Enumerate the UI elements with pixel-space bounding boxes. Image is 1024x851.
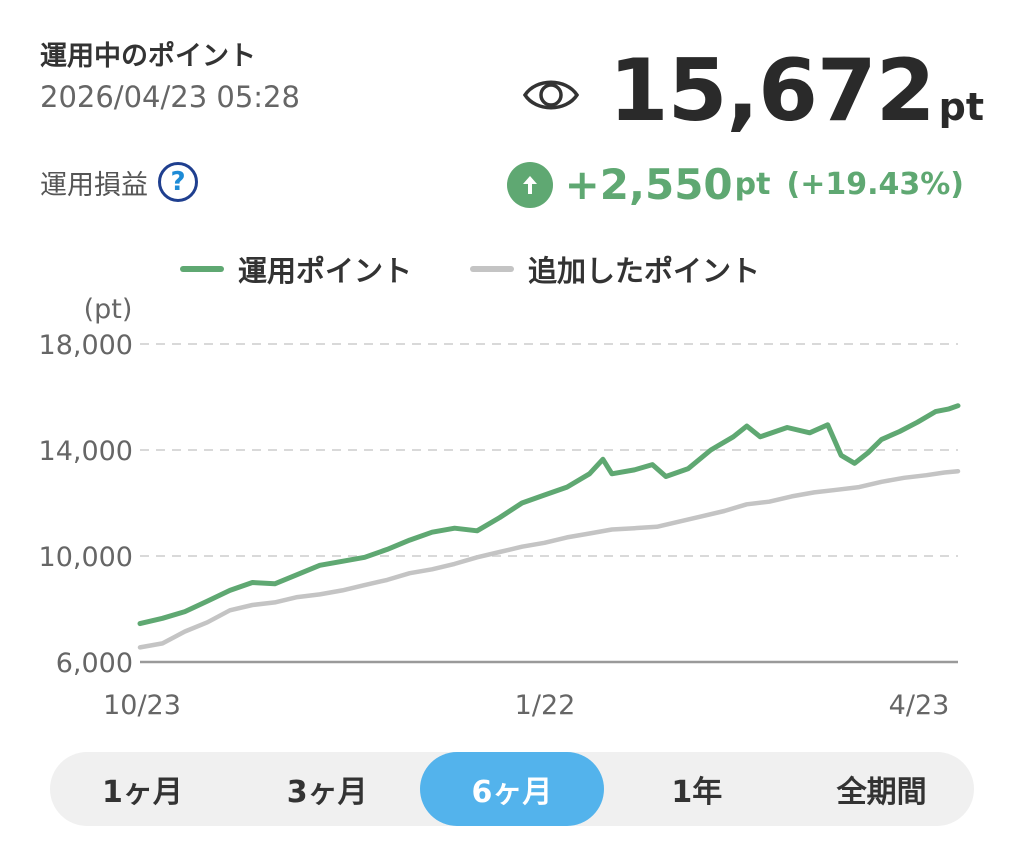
profit-amount: +2,550 <box>564 160 733 209</box>
y-tick-label: 10,000 <box>39 542 133 573</box>
arrow-up-icon <box>506 161 553 208</box>
profit-value: +2,550 pt (+19.43%) <box>506 160 964 209</box>
tab-1-year[interactable]: 1年 <box>671 775 723 810</box>
y-tick-label: 18,000 <box>39 330 133 361</box>
total-unit: pt <box>938 85 984 129</box>
y-tick-label: 14,000 <box>39 436 133 467</box>
legend-swatch-added <box>470 266 515 272</box>
tab-1-month[interactable]: 1ヶ月 <box>101 775 183 810</box>
series-line-operating <box>137 403 961 627</box>
total-value: 15,672 <box>608 41 936 141</box>
profit-label-row: 運用損益 ? <box>40 162 198 202</box>
x-tick-label: 4/23 <box>889 690 950 720</box>
help-icon[interactable]: ? <box>158 162 198 202</box>
updated-datetime: 2026/04/23 05:28 <box>40 80 300 114</box>
profit-label: 運用損益 <box>40 169 148 201</box>
y-tick-label: 6,000 <box>56 648 133 679</box>
legend-swatch-operating <box>180 266 224 272</box>
profit-percent: (+19.43%) <box>786 167 964 202</box>
chart-legend: 運用ポイント 追加したポイント <box>180 248 818 290</box>
total-points: 15,672 pt <box>609 48 984 134</box>
x-tick-label: 1/22 <box>515 690 576 720</box>
tab-3-months[interactable]: 3ヶ月 <box>286 775 368 810</box>
series-line-added <box>137 468 961 650</box>
legend-item-added: 追加したポイント <box>470 248 760 290</box>
y-axis-unit-label: (pt) <box>84 294 133 325</box>
x-tick-label: 10/23 <box>103 690 181 720</box>
points-line-chart: (pt) 18,000 14,000 10,000 6,000 10/23 1/22 4/23 <box>39 294 961 720</box>
period-tabs: 1ヶ月 3ヶ月 6ヶ月 1年 全期間 <box>50 752 974 826</box>
legend-label-operating: 運用ポイント <box>238 254 413 288</box>
legend-label-added: 追加したポイント <box>528 254 761 288</box>
profit-unit: pt <box>734 167 771 202</box>
tab-6-months[interactable]: 6ヶ月 <box>419 752 605 826</box>
tab-all-period[interactable]: 全期間 <box>836 775 927 810</box>
legend-item-operating: 運用ポイント <box>180 248 412 290</box>
page-title: 運用中のポイント <box>40 41 256 72</box>
eye-icon[interactable] <box>522 74 580 116</box>
